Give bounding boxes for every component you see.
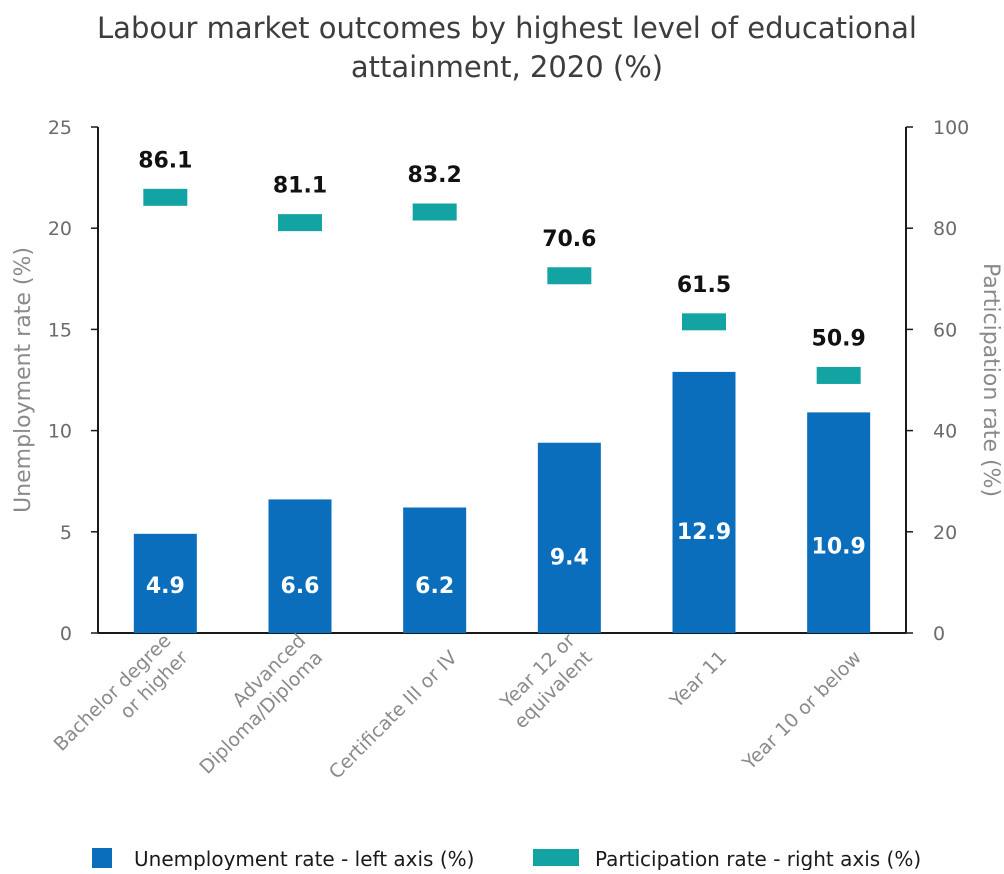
left-tick-label: 0	[60, 623, 72, 645]
unemployment-bar-label: 6.6	[281, 574, 320, 599]
category-label-line: Year 10 or below	[738, 647, 866, 775]
participation-value-label: 81.1	[273, 174, 327, 199]
unemployment-bar	[672, 371, 736, 633]
chart-title-line-1: Labour market outcomes by highest level …	[97, 11, 917, 45]
category-label-line: Year 11	[665, 647, 731, 713]
plot-area: 0 5 10 15 20 25 0 20 40 60 80 100 4.9 6.6 6.2 9.4 12.9 10…	[48, 117, 969, 784]
right-tick-label: 20	[933, 522, 957, 544]
unemployment-bar	[268, 499, 332, 633]
category-label: Year 11	[665, 647, 731, 713]
unemployment-bar	[807, 412, 871, 633]
right-tick-label: 80	[933, 218, 957, 240]
legend-swatch-unemployment	[92, 848, 112, 868]
unemployment-bar-label: 6.2	[415, 574, 454, 599]
participation-marker	[682, 313, 726, 331]
right-tick-label: 100	[933, 117, 969, 139]
left-tick-label: 25	[48, 117, 72, 139]
right-tick-label: 40	[933, 421, 957, 443]
unemployment-bar-label: 9.4	[550, 546, 589, 571]
legend-label-unemployment: Unemployment rate - left axis (%)	[134, 847, 474, 870]
unemployment-bar-label: 12.9	[677, 520, 731, 545]
participation-marker	[816, 366, 861, 384]
participation-marker	[143, 188, 188, 206]
participation-value-label: 70.6	[542, 227, 596, 252]
legend-label-participation: Participation rate - right axis (%)	[595, 847, 921, 870]
participation-value-label: 83.2	[408, 163, 462, 188]
unemployment-bar-label: 10.9	[812, 535, 866, 560]
category-label: Year 10 or below	[738, 647, 866, 775]
chart-title-line-2: attainment, 2020 (%)	[351, 50, 663, 84]
participation-marker	[278, 214, 322, 232]
participation-value-label: 61.5	[677, 273, 731, 298]
unemployment-bar	[537, 442, 601, 633]
left-tick-label: 10	[48, 421, 72, 443]
category-label-line: Certificate III or IV	[325, 647, 462, 784]
participation-marker	[547, 267, 592, 285]
legend: Unemployment rate - left axis (%) Partic…	[92, 847, 921, 871]
legend-swatch-participation	[533, 849, 579, 866]
right-tick-label: 0	[933, 623, 945, 645]
left-tick-label: 5	[60, 522, 72, 544]
left-tick-label: 15	[48, 319, 72, 341]
participation-value-label: 86.1	[138, 148, 192, 173]
unemployment-bar	[403, 507, 467, 633]
participation-value-label: 50.9	[812, 326, 866, 351]
right-axis-title: Participation rate (%)	[978, 263, 1003, 497]
left-axis-title: Unemployment rate (%)	[11, 247, 36, 513]
category-label: Certificate III or IV	[325, 647, 462, 784]
unemployment-bar-label: 4.9	[146, 574, 185, 599]
participation-marker	[412, 203, 457, 221]
right-tick-label: 60	[933, 319, 957, 341]
left-tick-label: 20	[48, 218, 72, 240]
unemployment-bar	[133, 533, 197, 633]
